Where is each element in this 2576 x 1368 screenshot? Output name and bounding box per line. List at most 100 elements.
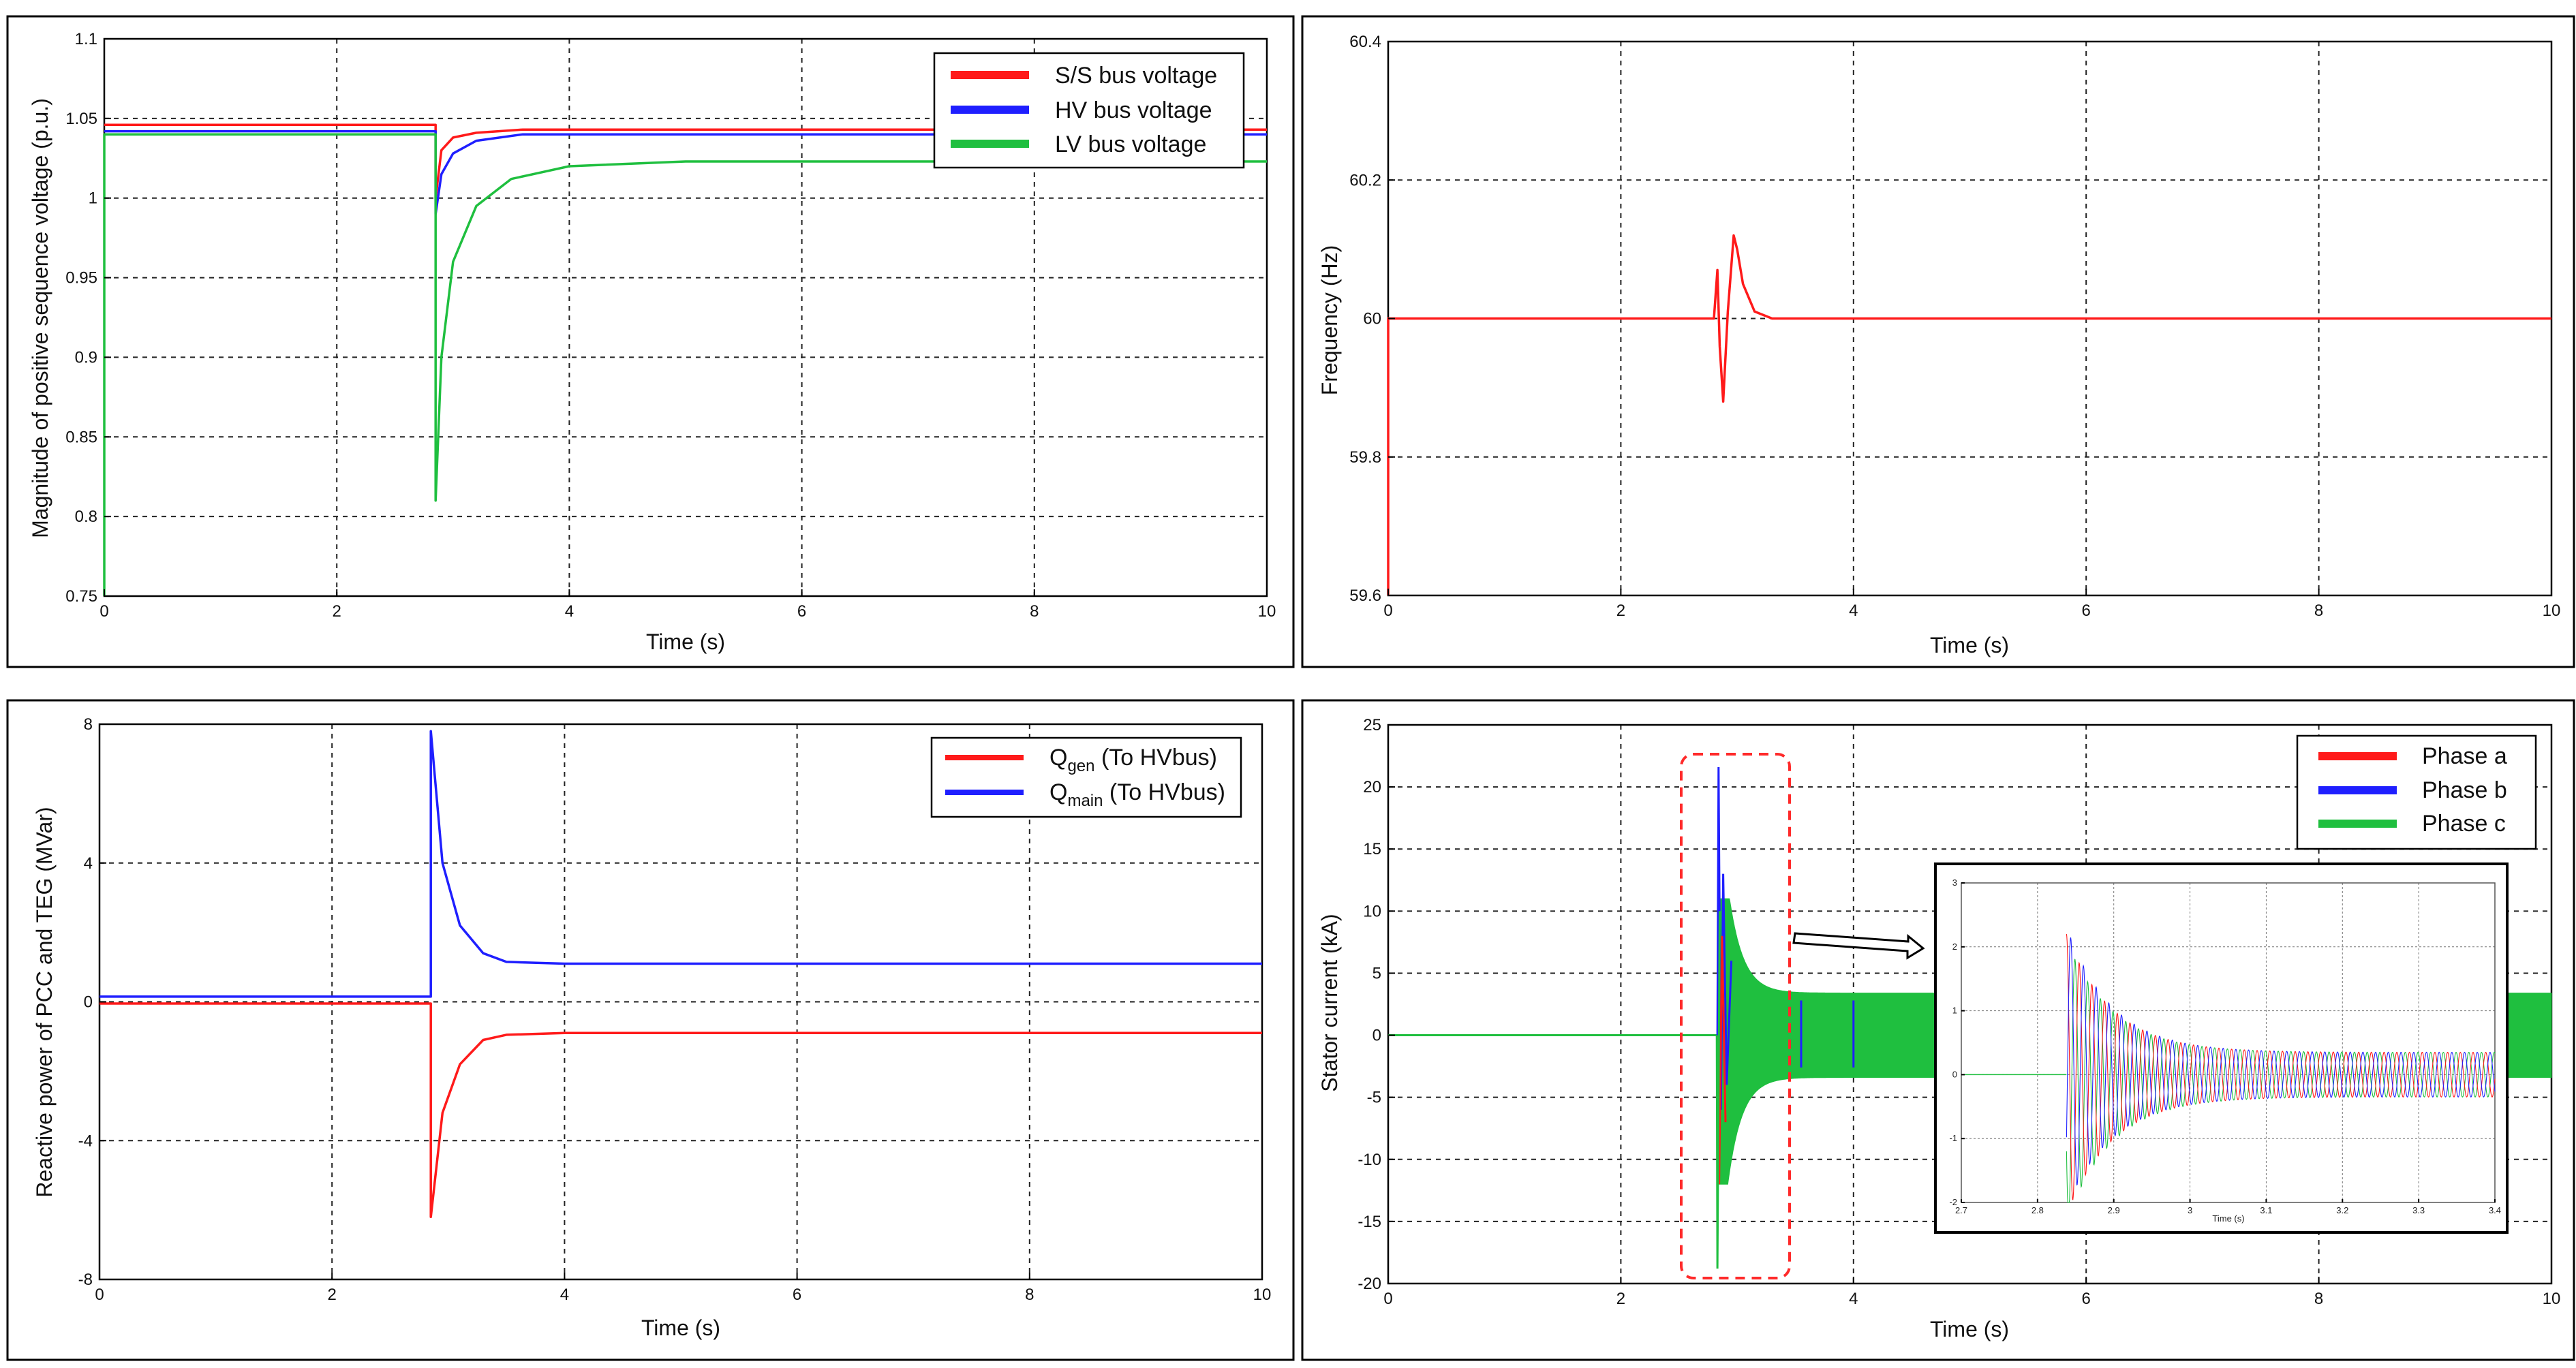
stator-legend-label-c: Phase c (2422, 811, 2506, 837)
stator-ytick-label: -20 (1358, 1275, 1381, 1293)
stator-inset-xlabel: Time (s) (2212, 1213, 2244, 1224)
stator-inset-xtick-label: 2.8 (2031, 1205, 2044, 1215)
stator-zoom-box (1680, 753, 1791, 1279)
voltage-legend-label-lv: LV bus voltage (1055, 131, 1206, 157)
reactive-xtick-label: 0 (95, 1286, 104, 1304)
frequency-ticks: 0 2 4 6 8 10 59.6 59.8 60 60.2 60.4 (1349, 33, 2560, 620)
voltage-ytick-label: 0.95 (65, 269, 97, 287)
reactive-xtick-label: 10 (1253, 1286, 1272, 1304)
stator-xlabel: Time (s) (1930, 1317, 2009, 1341)
stator-ytick-label: 10 (1363, 902, 1381, 920)
reactive-grid (99, 724, 1262, 1279)
voltage-xtick-label: 0 (99, 602, 108, 621)
voltage-ticks: 0 2 4 6 8 10 0.75 0.8 0.85 0.9 0.95 1 1.05 1.1 (65, 30, 1276, 621)
stator-inset-series-layer (1961, 933, 2496, 1203)
reactive-xtick-label: 8 (1025, 1286, 1034, 1304)
reactive-legend-main-sub: main (1067, 792, 1103, 810)
stator-legend-label-b: Phase b (2422, 777, 2507, 803)
stator-xtick-label: 10 (2543, 1290, 2561, 1308)
frequency-ytick-label: 60.2 (1349, 171, 1381, 189)
stator-ytick-label: 25 (1363, 716, 1381, 734)
zoom-arrow-icon (1792, 932, 1925, 960)
stator-inset-xtick-label: 2.7 (1955, 1205, 1967, 1215)
voltage-xtick-label: 2 (333, 602, 341, 621)
frequency-xtick-label: 2 (1616, 602, 1625, 620)
voltage-ytick-label: 1 (89, 189, 97, 208)
stator-inset-xtick-label: 3.3 (2412, 1205, 2425, 1215)
voltage-xlabel: Time (s) (646, 629, 725, 654)
frequency-ylabel: Frequency (Hz) (1317, 245, 1342, 396)
panel-frequency-frame (1301, 15, 2575, 668)
stator-inset-ytick-label: -2 (1949, 1197, 1957, 1207)
voltage-legend: S/S bus voltage HV bus voltage LV bus vo… (933, 52, 1245, 169)
stator-inset-phase-b (2066, 937, 2496, 1186)
voltage-ytick-label: 0.9 (75, 348, 97, 367)
voltage-xtick-label: 8 (1030, 602, 1039, 621)
chart-reactive: 0 2 4 6 8 10 -8 -4 0 4 8 Time (s) Reactive power o… (32, 715, 1271, 1340)
stator-ytick-label: -5 (1367, 1089, 1381, 1107)
frequency-series-layer (1387, 234, 2551, 595)
stator-inset-ytick-label: -1 (1949, 1133, 1957, 1143)
reactive-ylabel: Reactive power of PCC and TEG (MVar) (32, 807, 57, 1197)
stator-inset-xtick-label: 3.4 (2489, 1205, 2501, 1215)
reactive-series-line-0 (99, 1002, 1262, 1219)
voltage-series-line-2 (103, 133, 1267, 596)
voltage-ylabel: Magnitude of positive sequence voltage (… (28, 98, 52, 538)
voltage-ytick-label: 0.75 (65, 587, 97, 606)
voltage-xtick-label: 4 (565, 602, 574, 621)
stator-inset-xtick-label: 3.2 (2336, 1205, 2348, 1215)
voltage-xtick-label: 10 (1258, 602, 1276, 621)
reactive-ytick-label: -8 (78, 1271, 93, 1289)
reactive-ytick-label: 0 (84, 993, 93, 1012)
frequency-xtick-label: 10 (2543, 602, 2561, 620)
frequency-ytick-label: 59.6 (1349, 587, 1381, 605)
reactive-ytick-label: -4 (78, 1132, 93, 1150)
reactive-legend-main-suffix: (To HVbus) (1103, 779, 1225, 805)
reactive-xlabel: Time (s) (641, 1316, 720, 1340)
frequency-xtick-label: 0 (1383, 602, 1392, 620)
chart-frequency: 0 2 4 6 8 10 59.6 59.8 60 60.2 60.4 Time (s) Frequ… (1317, 33, 2560, 657)
voltage-legend-label-ss: S/S bus voltage (1055, 63, 1217, 89)
stator-inset-xtick-label: 3 (2188, 1205, 2192, 1215)
reactive-legend-label-gen: Qgen (To HVbus) (1049, 745, 1217, 775)
reactive-legend-gen-q: Q (1049, 745, 1067, 771)
stator-inset-ytick-label: 3 (1952, 877, 1957, 888)
stator-xtick-label: 8 (2314, 1290, 2323, 1308)
stator-phase-c-spike (1715, 911, 1721, 1269)
stator-xtick-label: 0 (1383, 1290, 1392, 1308)
stator-inset: 2.7 2.8 2.9 3 3.1 3.2 3.3 3.4 -2 -1 0 1 2 3 Time (s) (1934, 862, 2509, 1234)
reactive-xtick-label: 6 (793, 1286, 801, 1304)
frequency-series-line-0 (1387, 234, 2551, 595)
reactive-ticks: 0 2 4 6 8 10 -8 -4 0 4 8 (78, 715, 1272, 1304)
reactive-xtick-label: 4 (560, 1286, 569, 1304)
reactive-legend: Qgen (To HVbus) Qmain (To HVbus) (930, 736, 1242, 818)
stator-inset-plot-area (1961, 882, 2496, 1203)
stator-inset-ytick-label: 2 (1952, 942, 1957, 952)
frequency-xtick-label: 4 (1849, 602, 1858, 620)
stator-xtick-label: 6 (2082, 1290, 2091, 1308)
stator-inset-phase-a (2066, 933, 2496, 1200)
reactive-legend-gen-sub: gen (1067, 757, 1094, 775)
reactive-legend-main-q: Q (1049, 779, 1067, 805)
stator-ytick-label: 20 (1363, 778, 1381, 796)
voltage-xtick-label: 6 (797, 602, 806, 621)
voltage-ytick-label: 1.1 (75, 30, 97, 48)
voltage-ytick-label: 0.85 (65, 428, 97, 446)
stator-inset-ytick-label: 1 (1952, 1006, 1957, 1016)
stator-inset-frame (1934, 862, 2509, 1234)
voltage-legend-label-hv: HV bus voltage (1055, 97, 1212, 123)
chart-voltage: 0 2 4 6 8 10 0.75 0.8 0.85 0.9 0.95 1 1.05 1.1 Time (… (28, 30, 1276, 654)
voltage-ytick-label: 0.8 (75, 508, 97, 526)
stator-inset-ticks: 2.7 2.8 2.9 3 3.1 3.2 3.3 3.4 -2 -1 0 1 2 3 (1949, 877, 2501, 1215)
frequency-ytick-label: 60 (1363, 310, 1381, 328)
stator-legend-label-a: Phase a (2422, 743, 2507, 769)
stator-ytick-label: 0 (1373, 1027, 1381, 1045)
reactive-legend-gen-suffix: (To HVbus) (1095, 745, 1218, 771)
voltage-ytick-label: 1.05 (65, 110, 97, 128)
stator-ytick-label: 15 (1363, 840, 1381, 858)
reactive-xtick-label: 2 (328, 1286, 337, 1304)
stator-inset-xtick-label: 2.9 (2108, 1205, 2120, 1215)
